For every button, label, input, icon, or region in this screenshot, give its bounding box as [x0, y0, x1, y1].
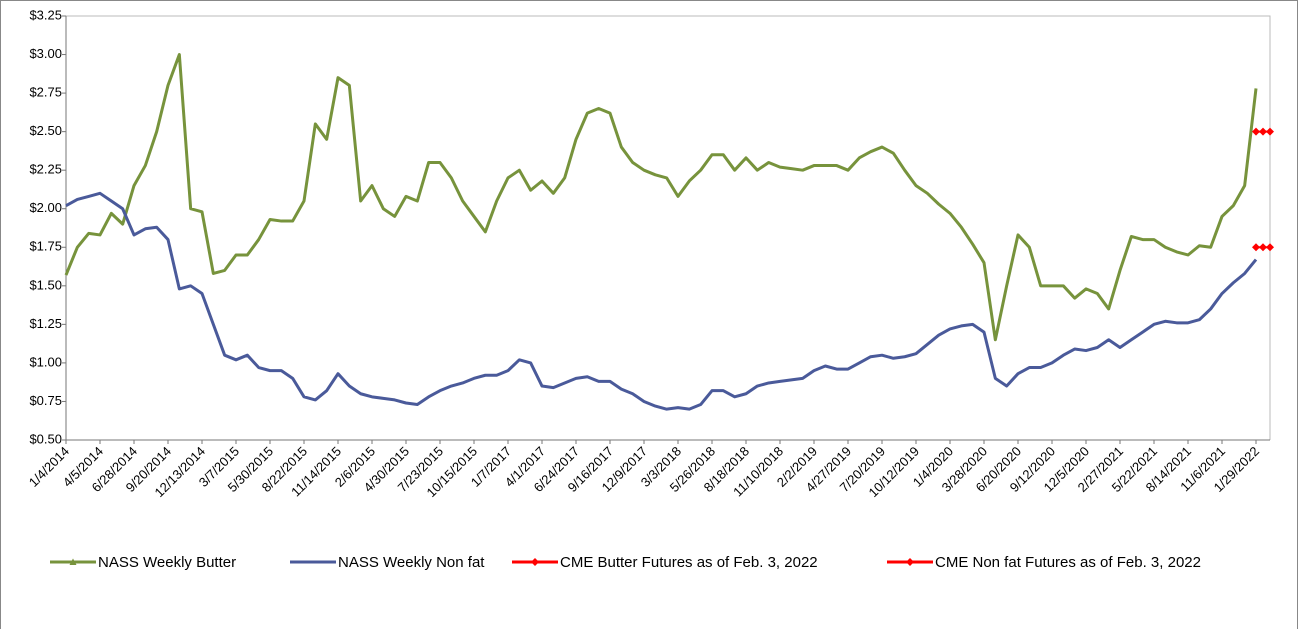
legend-marker: [531, 558, 539, 566]
y-tick-label: $0.75: [29, 393, 62, 408]
series-point-decor: [1259, 127, 1267, 136]
legend-label: CME Non fat Futures as of Feb. 3, 2022: [935, 554, 1201, 571]
legend-marker: [906, 558, 914, 566]
series-line: [65, 191, 1258, 411]
y-tick-label: $2.00: [29, 200, 62, 215]
legend-label: NASS Weekly Butter: [98, 554, 236, 571]
y-tick-label: $3.25: [29, 7, 62, 22]
y-tick-label: $1.00: [29, 354, 62, 369]
y-tick-label: $2.75: [29, 85, 62, 100]
y-tick-label: $1.75: [29, 239, 62, 254]
legend-label: CME Butter Futures as of Feb. 3, 2022: [560, 554, 818, 571]
series-point-decor: [1259, 243, 1267, 252]
series-point-decor: [1266, 127, 1274, 136]
series-point-decor: [1266, 243, 1274, 252]
series-point: [1252, 243, 1260, 252]
series-point: [1252, 127, 1260, 136]
plot-frame: [66, 15, 1271, 440]
y-tick-label: $2.25: [29, 162, 62, 177]
legend-label: NASS Weekly Non fat: [338, 554, 485, 571]
y-tick-label: $2.50: [29, 123, 62, 138]
y-tick-label: $1.50: [29, 277, 62, 292]
y-tick-label: $3.00: [29, 46, 62, 61]
series-line: [64, 53, 1258, 342]
y-tick-label: $0.50: [29, 431, 62, 446]
legend-marker: [69, 558, 77, 565]
y-tick-label: $1.25: [29, 316, 62, 331]
